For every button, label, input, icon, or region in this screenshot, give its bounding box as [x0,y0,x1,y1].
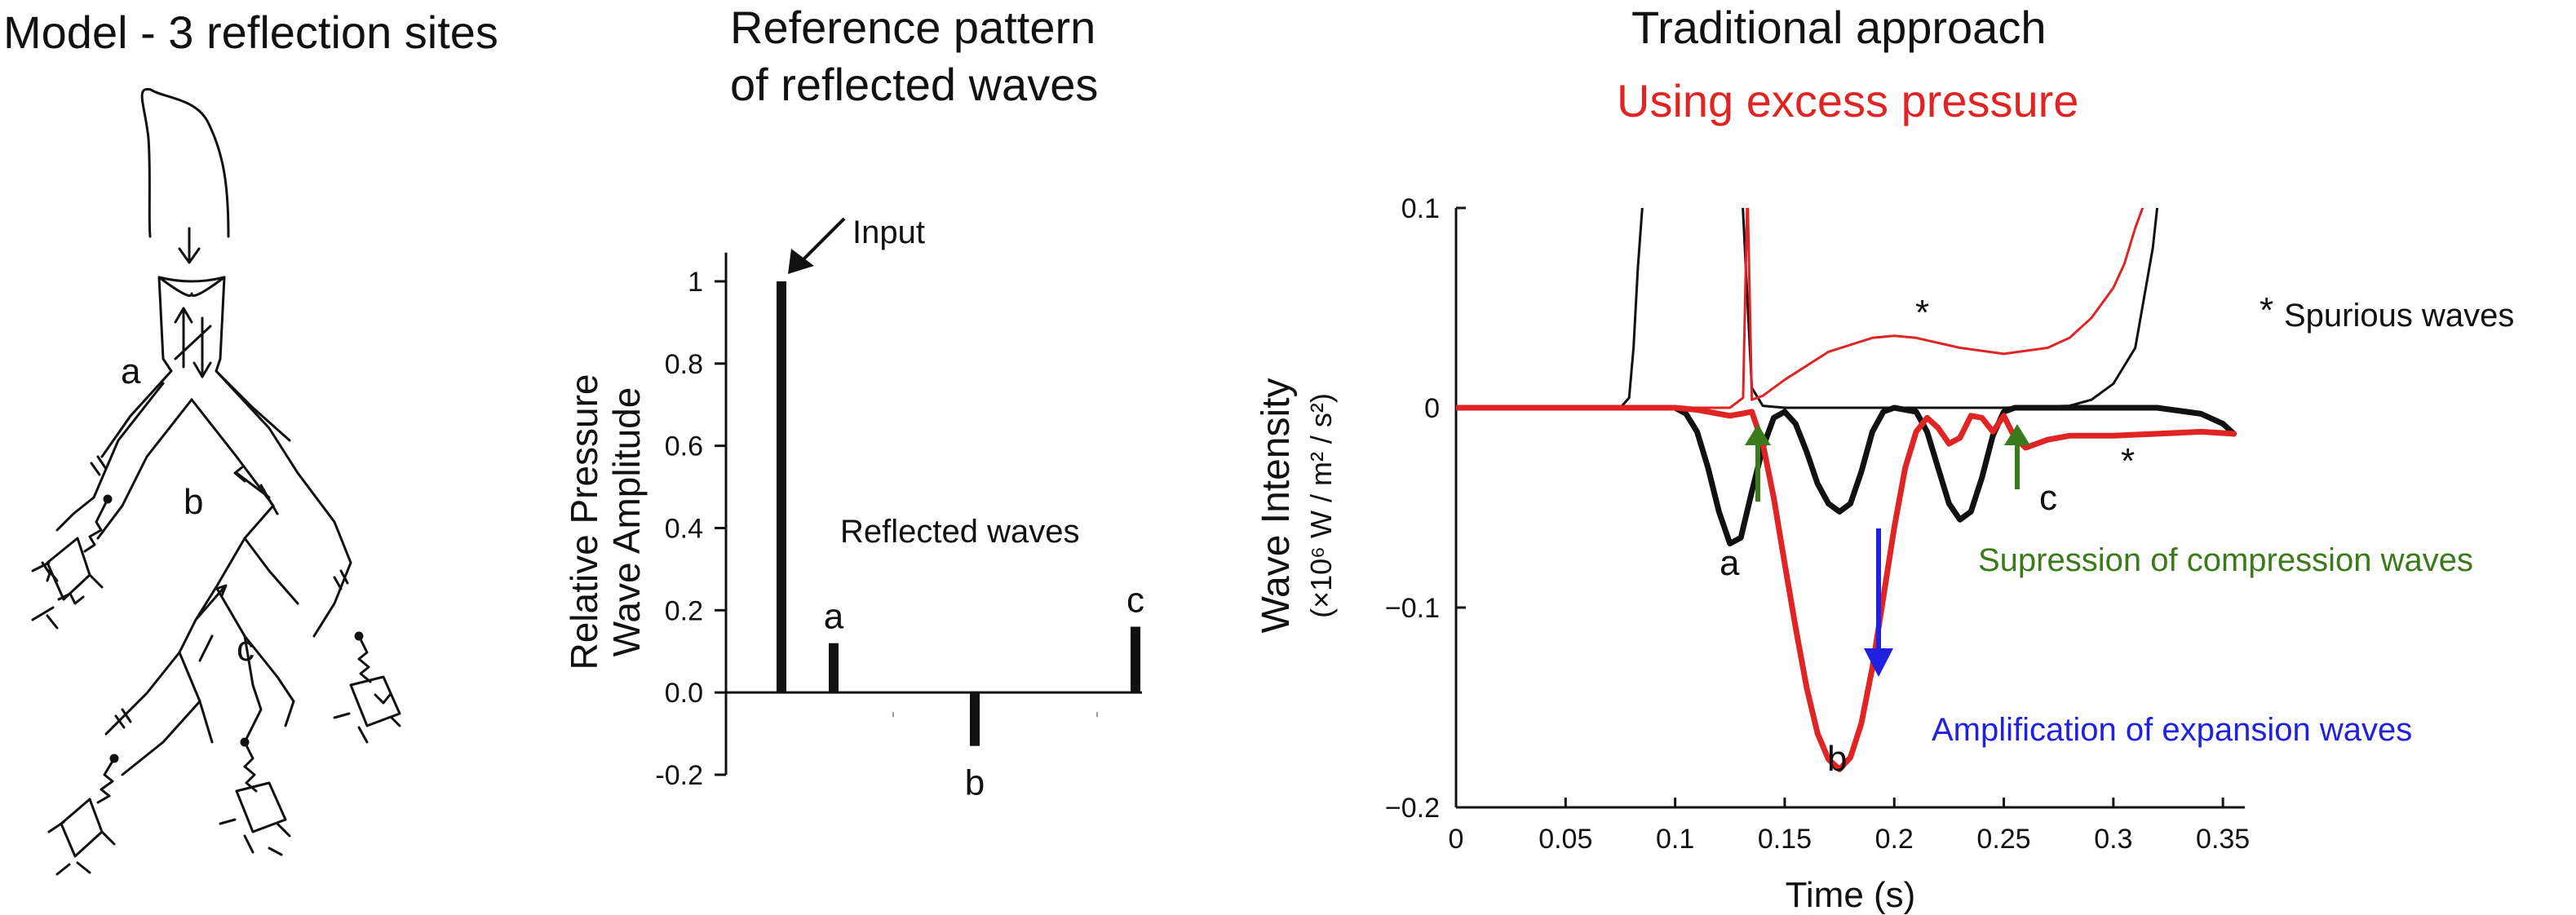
ref-y-tick-label: 0.4 [665,514,703,545]
wave-arrow-b-icon [233,465,271,499]
wi-spurious-label: Spurious waves [2284,298,2514,334]
model-label-c: c [237,629,255,669]
ref-y-tick-label: 0.2 [665,595,703,626]
wi-x-tick-label: 0.25 [1976,824,2030,855]
wi-x-tick-label: 0.2 [1875,824,1914,855]
wi-y-tick-label: 0.1 [1401,193,1440,224]
wi-label-c: c [2039,478,2057,518]
wi-y-tick-label: 0 [1424,393,1440,424]
wi-series-excess-thick [1456,404,2237,772]
wi-x-tick-label: 0 [1449,824,1464,855]
ref-bar-a [829,643,839,693]
entry-arrow-icon [178,227,201,264]
ref-bar-c [1131,626,1140,693]
model-diagram: a b c [31,87,401,876]
model-label-a: a [121,351,141,391]
ref-bar-input [777,281,786,693]
wi-y-label-main: Wave Intensity [1255,378,1298,633]
model-title: Model - 3 reflection sites [3,7,498,58]
wi-label-a: a [1720,543,1740,583]
ref-y-tick-label: -0.2 [655,760,703,791]
ref-y-tick-label: 0.6 [665,431,703,462]
wi-series-traditional-thin [1456,208,2159,409]
wi-series-traditional-thick [1456,404,2237,547]
ref-y-tick-label: 0.8 [665,349,703,380]
ref-reflected-label: Reflected waves [840,514,1079,550]
wi-asterisk-legend: * [2260,290,2273,330]
ref-y-tick-label: 0.0 [665,678,703,709]
ref-bar-label-a: a [824,597,844,637]
wave-arrow-up-icon [174,307,193,369]
wi-asterisk-2: * [2121,441,2135,481]
ref-y-label: Relative Pressure Wave Amplitude [563,374,648,670]
reference-title-line2: of reflected waves [730,59,1099,110]
ref-y-tick-label: 1 [688,267,703,298]
wi-suppression-label: Supression of compression waves [1978,542,2473,578]
wave-arrow-c-icon [194,584,228,621]
ref-bar-label-c: c [1126,581,1144,621]
wi-x-label: Time (s) [1786,875,1916,915]
wi-x-tick-label: 0.1 [1656,824,1694,855]
wi-x-tick-label: 0.05 [1538,824,1592,855]
reference-panel: Reference pattern of reflected waves [522,0,1191,915]
wi-x-tick-label: 0.35 [2196,824,2250,855]
ref-y-label-line2: Wave Amplitude [605,387,648,657]
ref-input-arrowhead-icon [788,249,814,274]
wi-amplification-label: Amplification of expansion waves [1932,712,2412,748]
wave-arrow-diag-icon [174,325,212,360]
branch-b [190,369,299,507]
wi-label-b: b [1827,739,1847,779]
ref-bar-label-b: b [965,763,985,803]
input-waveform [140,87,230,238]
intensity-panel: Traditional approach Using excess pressu… [1224,0,2576,915]
wi-series-excess-thin [1456,208,2144,409]
wi-blue-arrowhead-icon [1864,648,1893,677]
wave-arrow-down-icon [193,316,212,378]
wi-x-tick-label: 0.3 [2094,824,2132,855]
reference-title-line1: Reference pattern [730,2,1096,53]
wi-x-tick-label: 0.15 [1758,824,1812,855]
intensity-title-black: Traditional approach [1631,2,2047,53]
wi-y-label: Wave Intensity (×10⁶ W / m² / s²) [1255,378,1338,633]
ref-y-label-line1: Relative Pressure [563,374,605,670]
ref-bar-b [970,692,980,746]
model-panel: Model - 3 reflection sites [0,0,587,915]
ref-input-label: Input [852,214,925,250]
branch-a [92,382,193,507]
parent-vessel-cap [157,276,226,297]
model-label-b: b [184,482,203,522]
wi-green-arrowhead-icon [2004,424,2030,445]
wi-y-tick-label: −0.2 [1385,793,1440,824]
intensity-title-red: Using excess pressure [1617,75,2079,126]
wi-asterisk-1: * [1915,293,1929,333]
wi-green-arrowhead-icon [1745,424,1771,445]
wi-y-label-units: (×10⁶ W / m² / s²) [1304,393,1338,618]
wi-y-tick-label: −0.1 [1385,593,1440,624]
